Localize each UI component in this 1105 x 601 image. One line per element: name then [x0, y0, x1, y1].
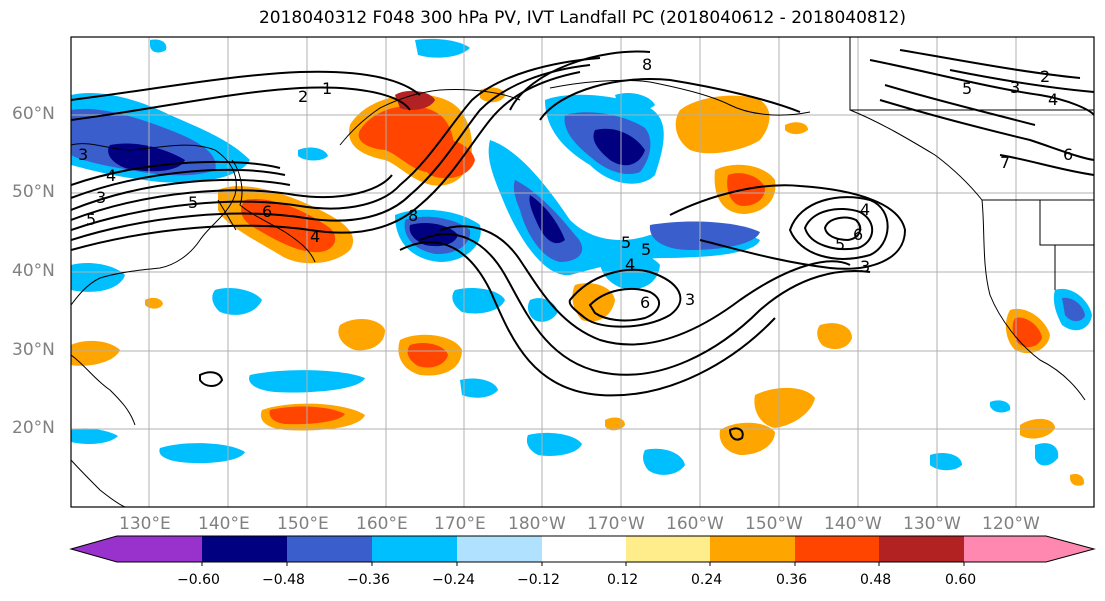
contour-label: 4: [106, 166, 116, 185]
contour-label: 6: [1063, 145, 1073, 164]
colorbar-segment: [795, 536, 879, 562]
colorbar-segment: [372, 536, 457, 562]
graticule: [71, 37, 1094, 507]
colorbar-tick-label: −0.12: [517, 572, 560, 588]
negative-anomaly-shading: [71, 38, 1092, 475]
colorbar-segment: [710, 536, 795, 562]
contour-label: 2: [1040, 67, 1050, 86]
lon-label: 140°E: [198, 514, 250, 534]
lat-label: 50°N: [12, 182, 55, 202]
colorbar-tick-label: −0.24: [432, 572, 475, 588]
lon-label: 170°W: [587, 514, 645, 534]
contour-label: 3: [685, 290, 695, 309]
lon-label: 120°W: [982, 514, 1040, 534]
contour-label: 4: [625, 255, 635, 274]
map-title: 2018040312 F048 300 hPa PV, IVT Landfall…: [258, 8, 906, 28]
contour-label: 5: [86, 210, 96, 229]
contour-lines: [71, 49, 1094, 441]
colorbar: [69, 535, 1096, 566]
contour-label: 8: [408, 206, 418, 225]
lon-label: 170°E: [434, 514, 486, 534]
contour-label: 6: [262, 202, 272, 221]
contour-label: 1: [322, 79, 332, 98]
colorbar-segment: [964, 536, 1046, 562]
colorbar-segment: [202, 536, 287, 562]
contour-label: 5: [188, 193, 198, 212]
lon-label: 160°W: [666, 514, 724, 534]
contour-label: 4: [1048, 90, 1058, 109]
lon-label: 150°W: [745, 514, 803, 534]
contour-label: 3: [1010, 78, 1020, 97]
colorbar-segment: [542, 536, 626, 562]
contour-label: 6: [853, 225, 863, 244]
coastlines: [71, 37, 1094, 507]
contour-label: 5: [835, 235, 845, 254]
lon-label: 140°W: [824, 514, 882, 534]
colorbar-tick-label: 0.24: [691, 572, 723, 588]
map-field: [71, 37, 1094, 507]
contour-label: 5: [621, 233, 631, 252]
contour-label: 8: [642, 55, 652, 74]
positive-anomaly-shading: [71, 87, 1085, 486]
colorbar-extend-high: [1046, 536, 1094, 562]
lon-label: 130°E: [119, 514, 171, 534]
map-frame: [70, 36, 1095, 508]
contour-label: 3: [78, 145, 88, 164]
colorbar-tick-label: −0.36: [347, 572, 390, 588]
lat-label: 40°N: [12, 261, 55, 281]
contour-label: 4: [310, 227, 320, 246]
lat-label: 60°N: [12, 104, 55, 124]
contour-label: 3: [860, 257, 870, 276]
contour-label: 2: [298, 87, 308, 106]
lon-label: 150°E: [277, 514, 329, 534]
contour-label: 6: [640, 293, 650, 312]
contour-label: 4: [860, 200, 870, 219]
contour-label: 3: [96, 188, 106, 207]
colorbar-tick-label: −0.48: [262, 572, 305, 588]
lon-label: 180°W: [508, 514, 566, 534]
colorbar-segment: [287, 536, 372, 562]
contour-labels: 1 2 3 4 5 6 8 4 5 6 3 3 5 4 5 6 2 3 4 5 …: [78, 55, 1073, 312]
lat-label: 30°N: [12, 340, 55, 360]
contour-label: 5: [962, 79, 972, 98]
colorbar-segment: [457, 536, 542, 562]
lon-label: 160°E: [356, 514, 408, 534]
lat-label: 20°N: [12, 418, 55, 438]
colorbar-segment: [626, 536, 710, 562]
colorbar-tick-label: 0.60: [945, 572, 977, 588]
colorbar-tick-label: −0.60: [177, 572, 220, 588]
colorbar-segment: [879, 536, 964, 562]
colorbar-extend-low: [71, 536, 117, 562]
contour-label: 7: [1000, 153, 1010, 172]
contour-label: 5: [641, 240, 651, 259]
lon-label: 130°W: [903, 514, 961, 534]
colorbar-tick-label: 0.12: [607, 572, 639, 588]
colorbar-tick-label: 0.36: [776, 572, 808, 588]
colorbar-tick-label: 0.48: [860, 572, 892, 588]
colorbar-segment: [117, 536, 202, 562]
